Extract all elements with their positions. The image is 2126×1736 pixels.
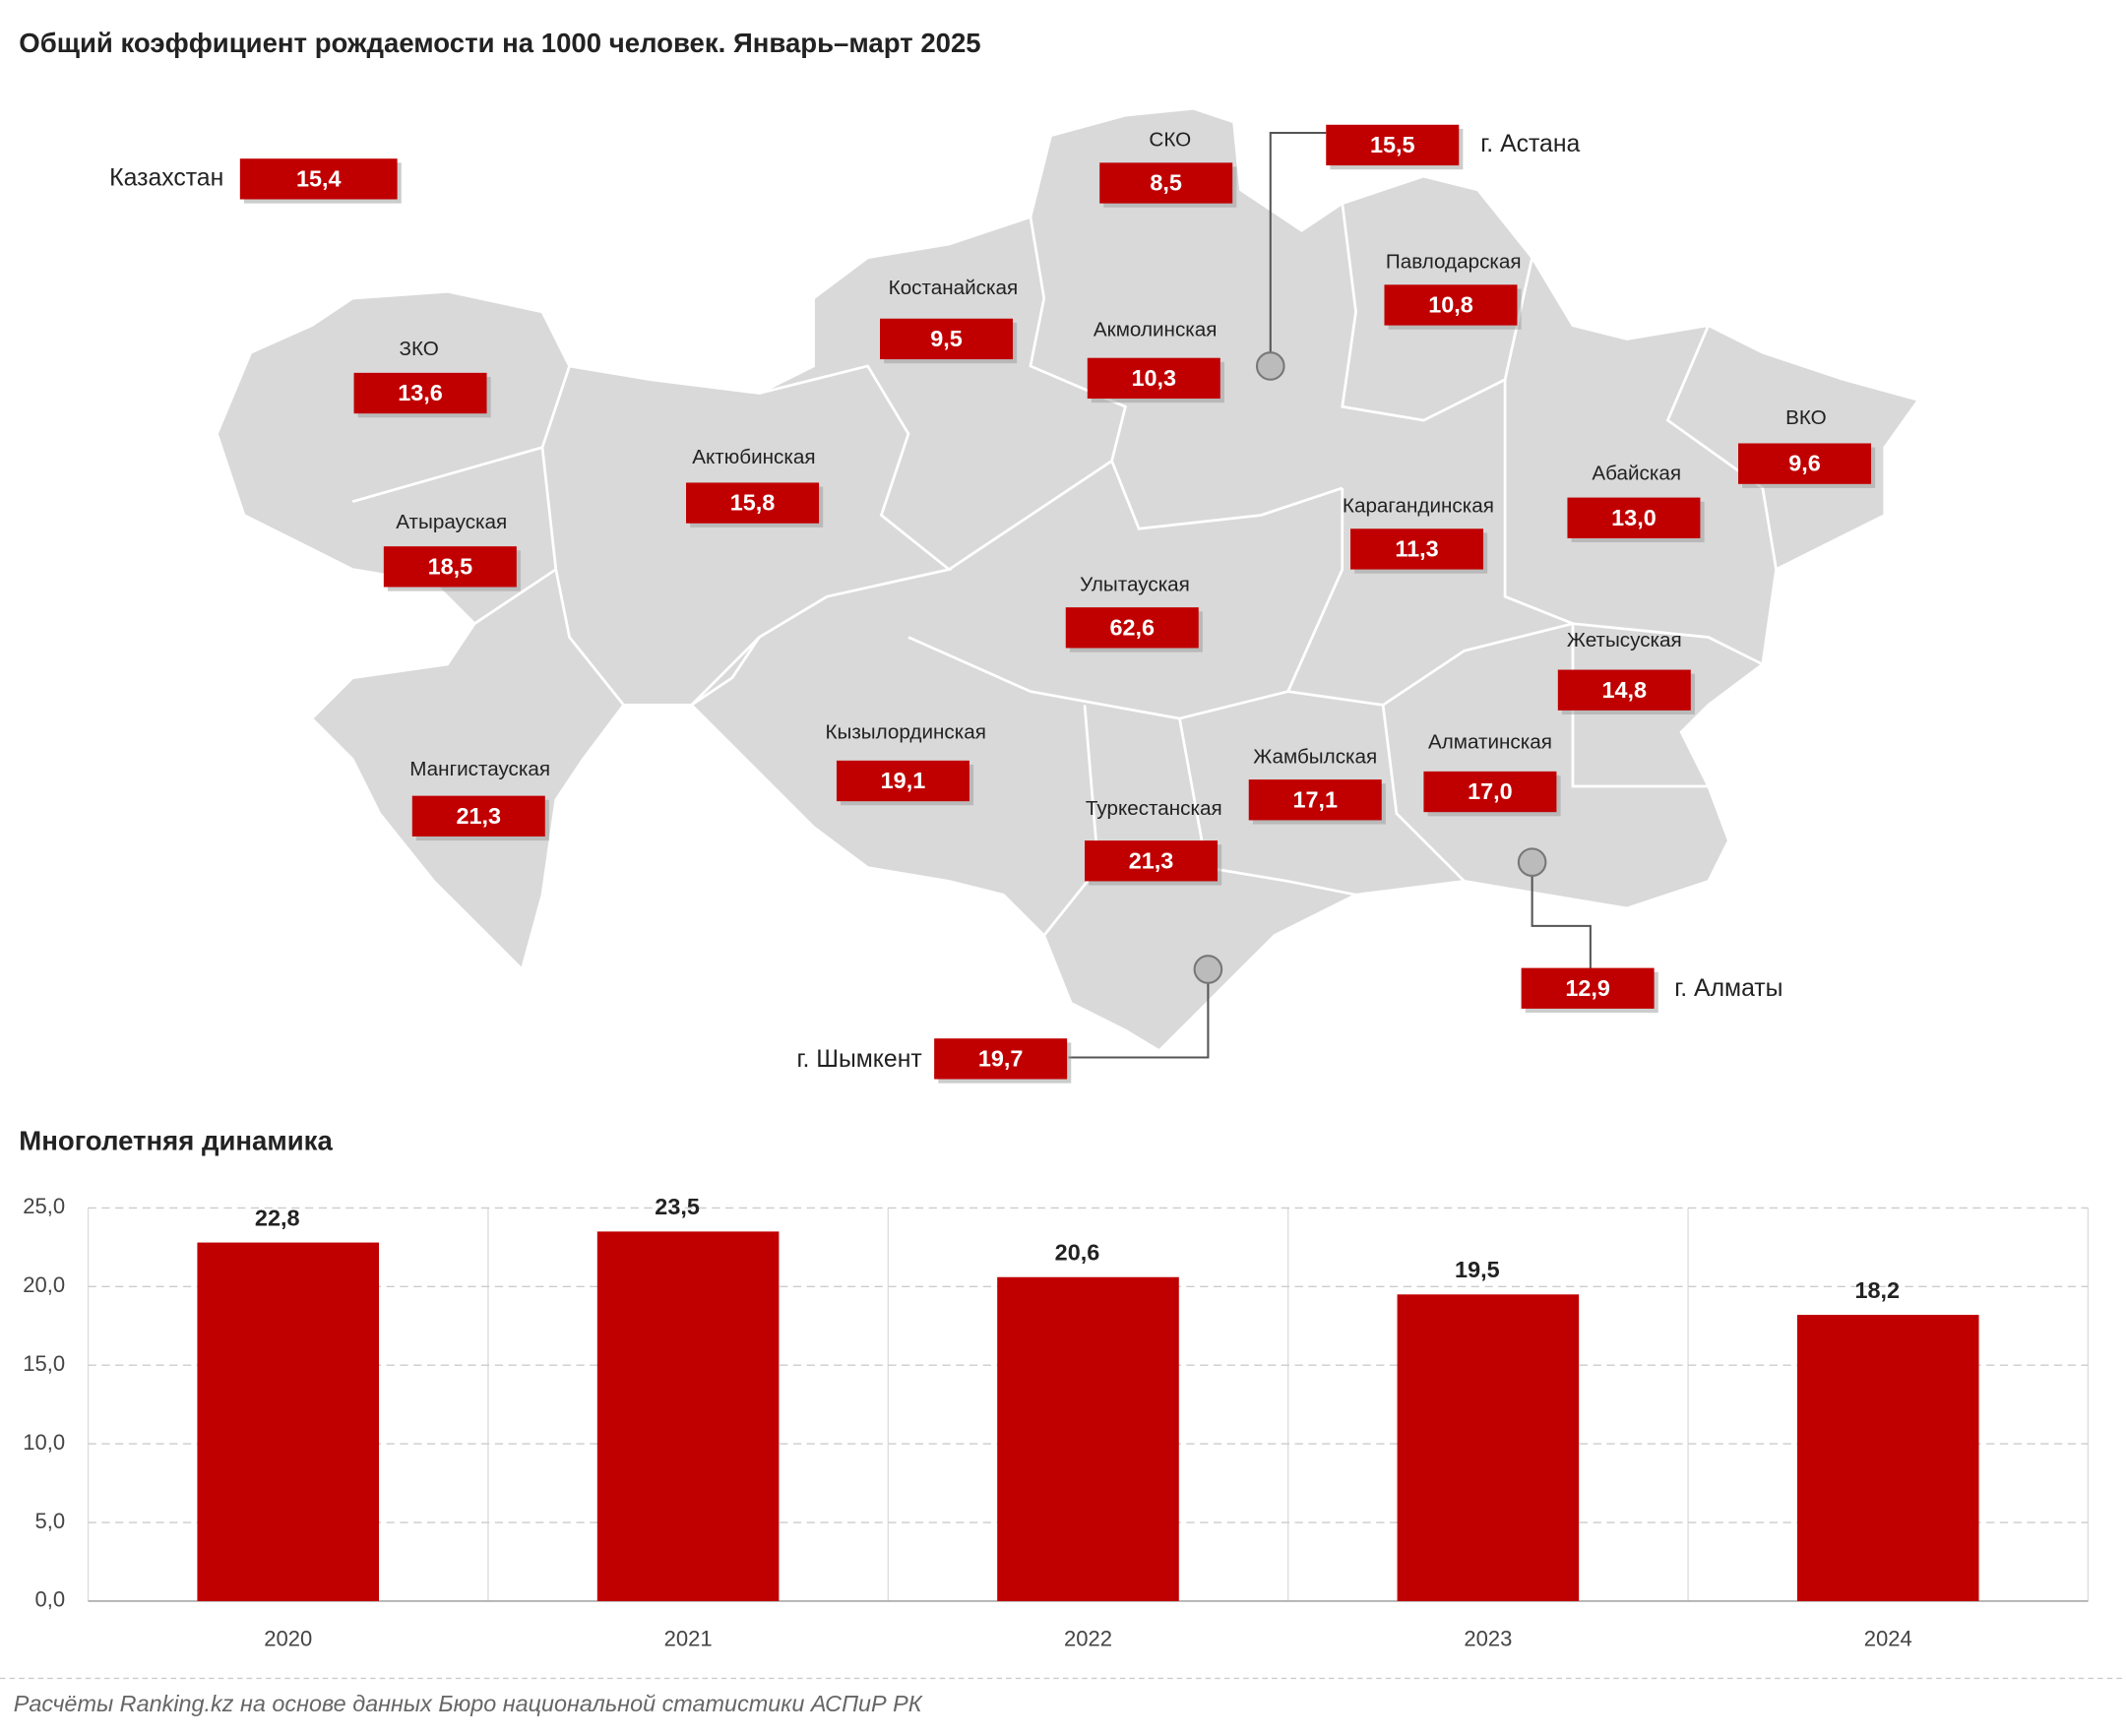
region-name: ВКО [1785,406,1827,429]
value-box [353,372,487,414]
x-tick-label: 2022 [1064,1627,1112,1651]
bar [997,1276,1179,1601]
value-box [880,318,1014,360]
region-value: 12,9 [1565,975,1610,1001]
region-value: 14,8 [1602,677,1648,703]
region-name: Абайская [1592,463,1681,485]
region-name: Атырауская [396,511,507,533]
region-name: ЗКО [399,338,438,360]
value-box [1085,840,1219,882]
value-box [1326,124,1460,166]
x-tick-label: 2023 [1464,1627,1512,1651]
region-name: г. Алматы [1674,975,1782,1002]
region-value: 19,7 [978,1045,1024,1071]
value-box [686,482,820,524]
region-value: 62,6 [1109,614,1155,640]
region-name: Карагандинская [1343,495,1494,518]
value-box [934,1038,1068,1080]
y-tick-label: 0,0 [34,1587,65,1612]
bar [1397,1294,1580,1601]
footer: Расчёты Ranking.kz на основе данных Бюро… [14,1691,923,1716]
region-name: Жетысуская [1567,629,1682,651]
value-box [383,546,517,588]
value-box [239,158,398,200]
value-box [836,760,969,802]
y-tick-label: 25,0 [23,1194,65,1218]
value-label: 20,6 [1055,1240,1100,1266]
y-tick-label: 5,0 [34,1509,65,1533]
region-value: 9,5 [930,326,963,351]
value-box [1567,497,1701,538]
value-box [1248,779,1382,821]
region-name: Кызылординская [825,721,985,744]
region-name: Казахстан [109,164,223,191]
value-box [1087,357,1220,400]
value-box [1738,443,1872,484]
value-box [1350,528,1484,570]
bar [1796,1315,1979,1601]
region-value: 17,1 [1292,786,1338,812]
region-name: Улытауская [1080,574,1190,596]
region-name: Туркестанская [1086,797,1222,820]
y-tick-label: 10,0 [23,1430,65,1455]
region-value: 15,4 [296,165,342,191]
region-value: 18,5 [428,553,473,579]
x-tick-label: 2020 [264,1627,312,1651]
region-name: Костанайская [889,277,1019,299]
region-name: г. Шымкент [796,1046,921,1073]
pointer-lines [1068,131,1592,1059]
value-box [1384,284,1518,326]
x-tick-label: 2024 [1864,1627,1912,1651]
value-label: 22,8 [255,1205,300,1230]
region-value: 9,6 [1788,451,1821,476]
region-name: Актюбинская [692,446,815,468]
region-name: г. Астана [1480,131,1580,157]
region-value: 17,0 [1468,778,1513,804]
value-box [1099,162,1233,204]
region-name: Жамбылская [1253,746,1377,769]
region-value: 10,3 [1132,365,1177,391]
value-label: 18,2 [1854,1277,1900,1303]
bar [197,1242,380,1601]
region-name: Акмолинская [1094,319,1218,341]
value-label: 23,5 [655,1194,700,1219]
chart-title: Многолетняя динамика [19,1126,333,1156]
value-box [1557,669,1691,711]
value-box [1065,607,1199,649]
region-name: СКО [1149,129,1191,152]
region-name: Павлодарская [1386,251,1522,274]
region-value: 11,3 [1395,535,1438,561]
value-box [1423,771,1557,813]
region-value: 15,8 [730,490,776,516]
map-title: Общий коэффициент рождаемости на 1000 че… [19,28,980,58]
value-box [411,795,545,837]
y-tick-label: 15,0 [23,1351,65,1376]
region-value: 13,6 [398,380,443,405]
x-tick-label: 2021 [664,1627,713,1651]
y-tick-label: 20,0 [23,1272,65,1297]
bar [596,1231,780,1601]
region-value: 10,8 [1428,292,1473,318]
region-value: 21,3 [456,803,501,829]
region-value: 21,3 [1129,847,1174,873]
value-box [1521,967,1655,1009]
city-markers [1193,351,1547,984]
region-borders [351,203,1778,937]
region-value: 8,5 [1150,170,1182,196]
region-name: Мангистауская [409,758,550,780]
region-value: 19,1 [881,768,926,793]
value-label: 19,5 [1455,1257,1500,1282]
region-name: Алматинская [1428,730,1552,753]
region-value: 15,5 [1370,132,1415,157]
region-value: 13,0 [1611,505,1657,530]
